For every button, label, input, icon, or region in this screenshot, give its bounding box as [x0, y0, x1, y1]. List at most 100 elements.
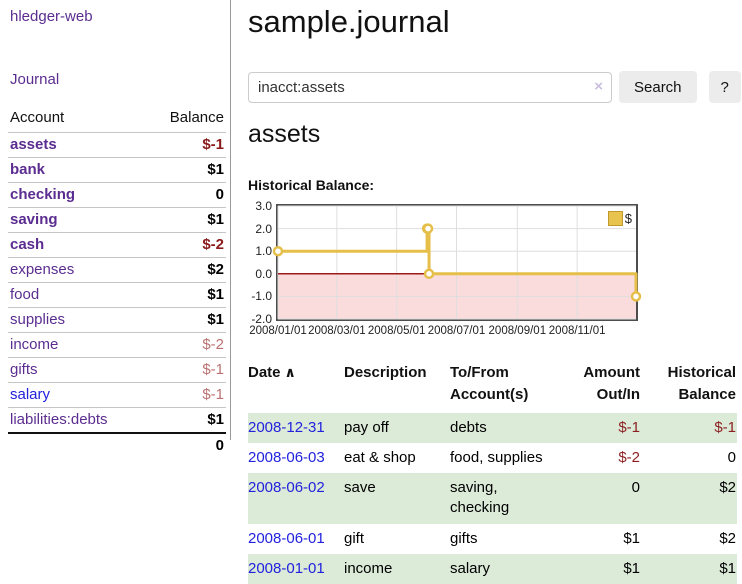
register-row: 2008-06-02 save saving, checking 0 $2 [248, 473, 737, 524]
transaction-accounts: debts [450, 418, 487, 436]
register-row: 2008-06-03 eat & shop food, supplies $-2… [248, 443, 737, 473]
app-title-link[interactable]: hledger-web [10, 8, 93, 25]
account-link-cash[interactable]: cash [10, 236, 45, 253]
account-balance: $1 [146, 207, 226, 233]
chart-plot-area: $ [272, 204, 642, 321]
account-row-income: income $-2 [8, 332, 226, 358]
y-axis-tick-label: 3.0 [255, 199, 272, 213]
account-row-supplies: supplies $1 [8, 307, 226, 333]
transaction-date-link[interactable]: 2008-12-31 [248, 418, 325, 436]
balance-column-header: Balance [169, 109, 224, 126]
search-input[interactable] [248, 71, 612, 103]
y-axis-tick-label: 2.0 [255, 221, 272, 236]
transaction-description: save [344, 479, 376, 496]
account-balance: $-1 [146, 382, 226, 408]
transaction-accounts: saving, checking [450, 479, 510, 517]
legend-swatch-icon [607, 211, 623, 226]
nav-journal-link[interactable]: Journal [10, 71, 60, 88]
account-balance: $2 [146, 257, 226, 283]
account-link-salary[interactable]: salary [10, 386, 51, 403]
account-row-saving: saving $1 [8, 207, 226, 233]
transaction-date-link[interactable]: 2008-01-01 [248, 559, 325, 577]
transaction-description: gift [344, 529, 365, 547]
balance-column-header: Historical Balance [667, 364, 736, 403]
account-balance: $1 [146, 307, 226, 333]
account-link-liabilities-debts[interactable]: liabilities:debts [10, 411, 108, 428]
account-row-expenses: expenses $2 [8, 257, 226, 283]
amount-column-header: Amount Out/In [583, 364, 640, 403]
clear-search-icon[interactable]: × [594, 77, 603, 95]
accounts-header-row: Account Balance [8, 106, 226, 133]
account-row-checking: checking 0 [8, 182, 226, 208]
account-balance: $1 [146, 157, 226, 183]
account-balance: $1 [146, 407, 226, 433]
register-row: 2008-01-01 income salary $1 $1 [248, 553, 737, 584]
account-row-bank: bank $1 [8, 157, 226, 183]
account-link-checking[interactable]: checking [10, 186, 76, 203]
sort-ascending-icon: ∧ [284, 364, 296, 380]
accounts-table: Account Balance assets $-1 bank $1 check… [8, 106, 226, 458]
search-form: × Search ? [248, 71, 741, 103]
account-balance: $-2 [146, 232, 226, 258]
y-axis-tick-label: 0.0 [255, 266, 272, 281]
account-heading: assets [248, 120, 321, 148]
transaction-balance: $1 [719, 559, 736, 577]
transaction-description: pay off [344, 418, 389, 436]
y-axis-tick-label: 1.0 [255, 244, 272, 259]
transaction-accounts: food, supplies [450, 448, 543, 466]
main-content: sample.journal × Search ? assets Histori… [248, 0, 742, 584]
transaction-balance: $-1 [714, 418, 736, 436]
x-axis-tick-label: 2008/03/01 [308, 325, 366, 337]
account-row-assets: assets $-1 [8, 132, 226, 158]
transaction-date-link[interactable]: 2008-06-02 [248, 479, 325, 496]
transaction-date-link[interactable]: 2008-06-01 [248, 529, 325, 547]
register-header-row: Date ∧ Description To/From Account(s) Amo… [248, 360, 737, 413]
account-link-food[interactable]: food [10, 286, 40, 303]
account-row-cash: cash $-2 [8, 232, 226, 258]
y-axis-tick-label: -1.0 [251, 289, 272, 304]
chart-title: Historical Balance: [248, 177, 375, 193]
transaction-balance: 0 [727, 448, 736, 466]
account-balance: $-1 [146, 357, 226, 383]
x-axis-tick-label: 2008/07/01 [427, 325, 486, 337]
transaction-amount: $1 [623, 529, 640, 547]
register-row: 2008-12-31 pay off debts $-1 $-1 [248, 412, 737, 443]
account-row-gifts: gifts $-1 [8, 357, 226, 383]
account-balance: $1 [146, 282, 226, 308]
transaction-amount: 0 [631, 479, 640, 496]
transaction-accounts: salary [450, 559, 491, 577]
transaction-description: income [344, 559, 393, 577]
y-axis-tick-label: -2.0 [251, 312, 272, 326]
description-column-header: Description [344, 364, 427, 381]
account-balance: 0 [146, 182, 226, 208]
account-row-salary: salary $-1 [8, 382, 226, 408]
help-button[interactable]: ? [708, 71, 741, 103]
transaction-amount: $-2 [618, 448, 640, 466]
search-button[interactable]: Search [619, 71, 697, 103]
account-row-food: food $1 [8, 282, 226, 308]
account-link-supplies[interactable]: supplies [10, 311, 66, 328]
chart-canvas [272, 205, 642, 320]
account-link-assets[interactable]: assets [10, 136, 57, 153]
transaction-balance: $2 [719, 529, 736, 547]
account-link-income[interactable]: income [10, 336, 59, 353]
transaction-description: eat & shop [344, 448, 416, 466]
x-axis-tick-label: 2008/01/01 [249, 325, 307, 337]
account-link-expenses[interactable]: expenses [10, 261, 75, 278]
sidebar: hledger-web Journal Account Balance asse… [0, 0, 231, 458]
account-link-bank[interactable]: bank [10, 161, 46, 178]
account-link-saving[interactable]: saving [10, 211, 58, 228]
register-table: Date ∧ Description To/From Account(s) Amo… [248, 360, 737, 584]
register-row: 2008-06-01 gift gifts $1 $2 [248, 524, 737, 554]
account-column-header: Account [10, 109, 65, 126]
transaction-date-link[interactable]: 2008-06-03 [248, 448, 325, 466]
account-row-liabilities-debts: liabilities:debts $1 [8, 407, 226, 433]
transaction-amount: $1 [623, 559, 640, 577]
account-balance: $-2 [146, 332, 226, 358]
account-link-gifts[interactable]: gifts [10, 361, 38, 378]
x-axis-tick-label: 2008/11/01 [548, 325, 606, 337]
x-axis-tick-label: 2008/05/01 [367, 325, 426, 337]
date-column-header: Date ∧ [248, 364, 296, 381]
accounts-total-row: 0 [8, 432, 226, 458]
accounts-column-header: To/From Account(s) [450, 364, 529, 403]
